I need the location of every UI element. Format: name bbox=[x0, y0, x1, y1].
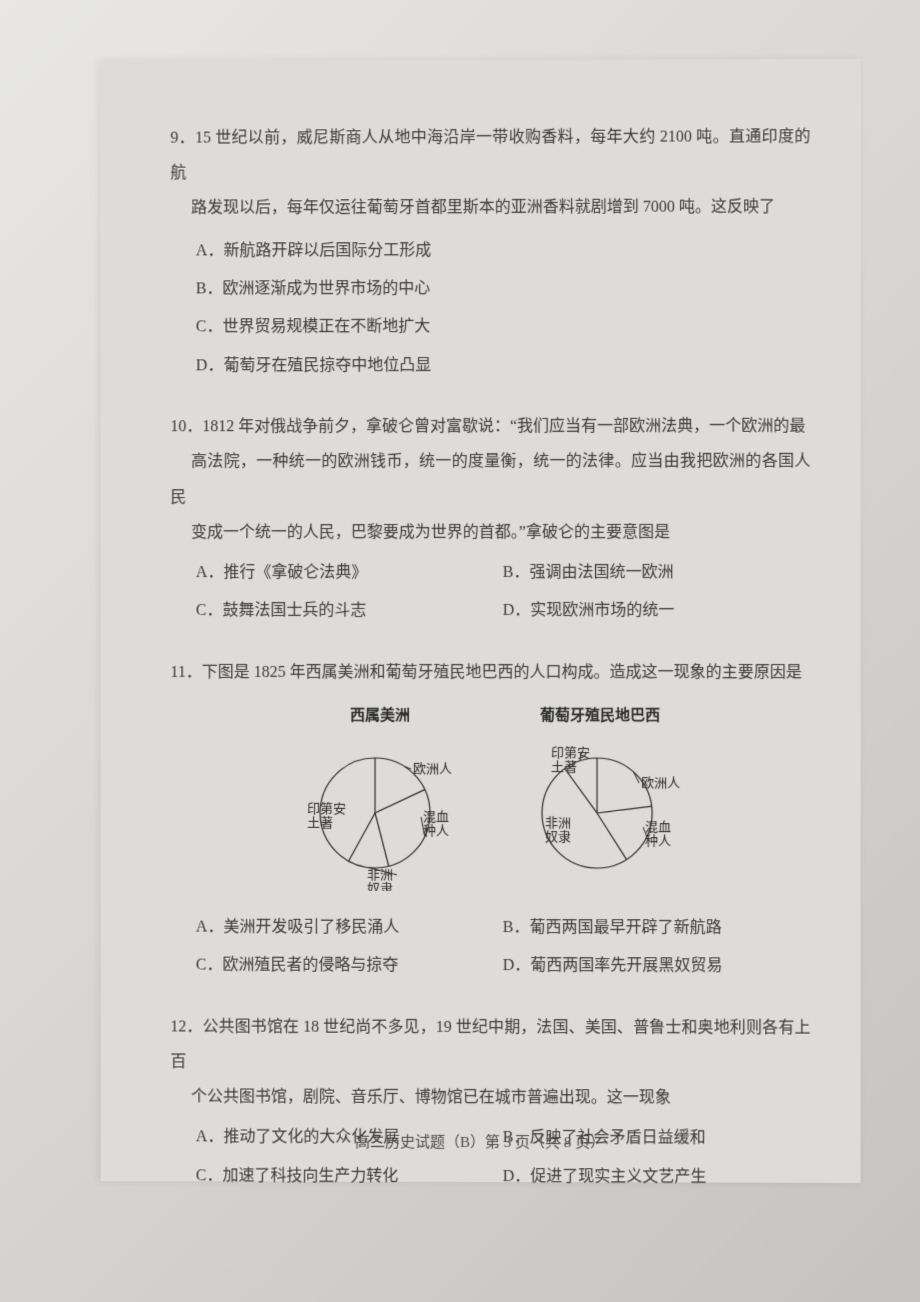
svg-text:非洲奴隶: 非洲奴隶 bbox=[545, 815, 571, 844]
svg-text:混血种人: 混血种人 bbox=[645, 819, 671, 848]
q9-opt-d: D．葡萄牙在殖民掠夺中地位凸显 bbox=[196, 346, 811, 385]
pie-chart-1: 欧洲人混血种人非洲奴隶印第安土著 bbox=[295, 731, 465, 891]
q12-stem: 12．公共图书馆在 18 世纪尚不多见，19 世纪中期，法国、美国、普鲁士和奥地… bbox=[170, 1009, 810, 1081]
q10-number: 10． bbox=[170, 418, 202, 435]
q11-opt-a: A．美洲开发吸引了移民涌人 bbox=[196, 908, 503, 947]
q9-number: 9． bbox=[170, 130, 195, 147]
q12-opt-d: D．促进了现实主义文艺产生 bbox=[503, 1158, 811, 1197]
chart2-title: 葡萄牙殖民地巴西 bbox=[515, 704, 685, 725]
svg-text:欧洲人: 欧洲人 bbox=[641, 775, 680, 790]
q10-opt-d: D．实现欧洲市场的统一 bbox=[503, 592, 811, 630]
question-9: 9．15 世纪以前，威尼斯商人从地中海沿岸一带收购香料，每年大约 2100 吨。… bbox=[170, 119, 810, 385]
q12-line2: 个公共图书馆，剧院、音乐厅、博物馆已在城市普遍出现。这一现象 bbox=[170, 1079, 810, 1116]
q11-opt-b: B．葡西两国最早开辟了新航路 bbox=[503, 909, 811, 948]
q9-stem: 9．15 世纪以前，威尼斯商人从地中海沿岸一带收购香料，每年大约 2100 吨。… bbox=[170, 119, 810, 191]
q11-charts: 西属美洲 欧洲人混血种人 非洲奴隶 印第安土著 葡萄牙殖民地巴西 欧洲人混血种人 非洲… bbox=[170, 704, 810, 892]
q12-line1: 公共图书馆在 18 世纪尚不多见，19 世纪中期，法国、美国、普鲁士和奥地利则各… bbox=[170, 1018, 810, 1070]
q10-line2: 高法院，一种统一的欧洲钱币，统一的度量衡，统一的法律。应当由我把欧洲的各国人民 bbox=[170, 444, 810, 515]
q9-line1: 15 世纪以前，威尼斯商人从地中海沿岸一带收购香料，每年大约 2100 吨。直通… bbox=[170, 128, 810, 181]
q11-stem: 11．下图是 1825 年西属美洲和葡萄牙殖民地巴西的人口构成。造成这一现象的主… bbox=[170, 655, 810, 690]
q12-opt-c: C．加速了科技向生产力转化 bbox=[196, 1157, 503, 1196]
svg-text:印第安土著: 印第安土著 bbox=[307, 801, 346, 830]
chart-west-america: 西属美洲 欧洲人混血种人非洲奴隶印第安土著 bbox=[295, 704, 465, 891]
q10-line3: 变成一个统一的人民，巴黎要成为世界的首都。”拿破仑的主要意图是 bbox=[170, 515, 810, 550]
chart-brazil: 葡萄牙殖民地巴西 欧洲人混血种人 非洲奴隶 印第安土著 bbox=[515, 704, 685, 891]
q10-line1: 1812 年对俄战争前夕，拿破仑曾对富歇说：“我们应当有一部欧洲法典，一个欧洲的… bbox=[202, 418, 805, 436]
page-footer: 高二历史试题（B）第 3 页（共 8 页） bbox=[101, 1130, 861, 1153]
q11-options: A．美洲开发吸引了移民涌人 B．葡西两国最早开辟了新航路 C．欧洲殖民者的侵略与… bbox=[170, 908, 810, 986]
q10-options: A．推行《拿破仑法典》 B．强调由法国统一欧洲 C．鼓舞法国士兵的斗志 D．实现… bbox=[170, 554, 810, 631]
q11-opt-d: D．葡西两国率先开展黑奴贸易 bbox=[503, 947, 811, 986]
question-10: 10．1812 年对俄战争前夕，拿破仑曾对富歇说：“我们应当有一部欧洲法典，一个… bbox=[170, 409, 810, 631]
q9-opt-b: B．欧洲逐渐成为世界市场的中心 bbox=[196, 269, 811, 308]
svg-text:印第安土著: 印第安土著 bbox=[551, 745, 590, 774]
q12-number: 12． bbox=[170, 1018, 202, 1035]
svg-text:混血种人: 混血种人 bbox=[423, 809, 449, 838]
chart1-title: 西属美洲 bbox=[295, 704, 465, 725]
q9-line2: 路发现以后，每年仅运往葡萄牙首都里斯本的亚洲香料就剧增到 7000 吨。这反映了 bbox=[170, 190, 810, 226]
exam-page: 9．15 世纪以前，威尼斯商人从地中海沿岸一带收购香料，每年大约 2100 吨。… bbox=[101, 59, 861, 1183]
q10-opt-a: A．推行《拿破仑法典》 bbox=[196, 554, 503, 592]
svg-text:欧洲人: 欧洲人 bbox=[413, 761, 452, 776]
q11-opt-c: C．欧洲殖民者的侵略与掠夺 bbox=[196, 947, 503, 986]
q10-stem: 10．1812 年对俄战争前夕，拿破仑曾对富歇说：“我们应当有一部欧洲法典，一个… bbox=[170, 409, 810, 445]
q11-line1: 下图是 1825 年西属美洲和葡萄牙殖民地巴西的人口构成。造成这一现象的主要原因… bbox=[202, 664, 802, 681]
q9-opt-a: A．新航路开辟以后国际分工形成 bbox=[196, 231, 811, 270]
q10-opt-c: C．鼓舞法国士兵的斗志 bbox=[196, 592, 503, 630]
question-11: 11．下图是 1825 年西属美洲和葡萄牙殖民地巴西的人口构成。造成这一现象的主… bbox=[170, 655, 810, 987]
q10-opt-b: B．强调由法国统一欧洲 bbox=[503, 554, 811, 592]
q9-opt-c: C．世界贸易规模正在不断地扩大 bbox=[196, 308, 811, 347]
pie-chart-2: 欧洲人混血种人 非洲奴隶 印第安土著 bbox=[515, 731, 685, 891]
q11-number: 11． bbox=[170, 664, 201, 681]
q9-options: A．新航路开辟以后国际分工形成 B．欧洲逐渐成为世界市场的中心 C．世界贸易规模… bbox=[170, 231, 810, 385]
question-12: 12．公共图书馆在 18 世纪尚不多见，19 世纪中期，法国、美国、普鲁士和奥地… bbox=[170, 1009, 810, 1197]
